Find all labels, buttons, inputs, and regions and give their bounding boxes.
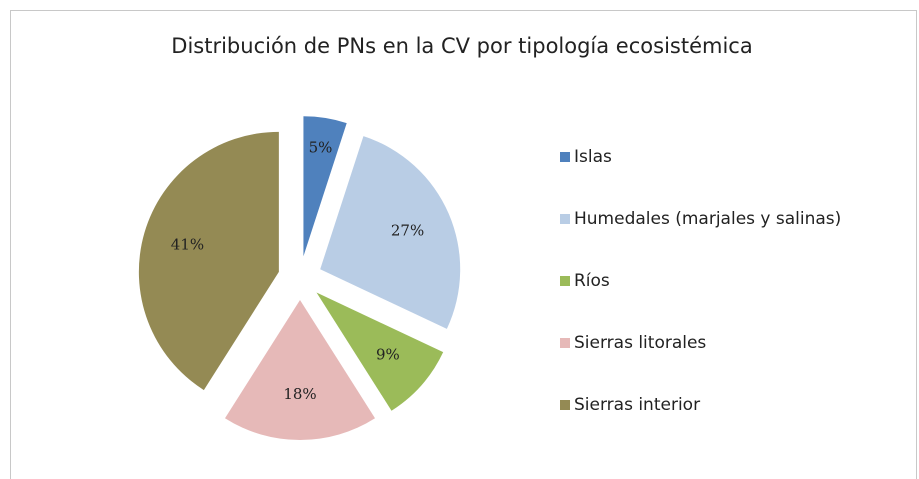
- data-label: 27%: [391, 221, 424, 239]
- pie-slice: [303, 116, 347, 257]
- data-label: 41%: [171, 235, 204, 253]
- legend-label: Islas: [574, 147, 612, 167]
- pie-slice: [224, 300, 376, 440]
- legend-label: Humedales (marjales y salinas): [574, 209, 841, 229]
- legend-swatch: [560, 214, 570, 224]
- legend-label: Ríos: [574, 271, 610, 291]
- data-label: 18%: [283, 385, 316, 403]
- legend-swatch: [560, 338, 570, 348]
- legend-swatch: [560, 152, 570, 162]
- legend-label: Sierras interior: [574, 395, 700, 415]
- data-label: 5%: [309, 138, 333, 156]
- pie-slice: [320, 136, 461, 329]
- chart-title: Distribución de PNs en la CV por tipolog…: [171, 34, 752, 58]
- legend-swatch: [560, 276, 570, 286]
- data-label: 9%: [376, 346, 400, 364]
- legend-label: Sierras litorales: [574, 333, 706, 353]
- pie-slice: [316, 292, 444, 411]
- pie-slice: [138, 131, 279, 391]
- legend-swatch: [560, 400, 570, 410]
